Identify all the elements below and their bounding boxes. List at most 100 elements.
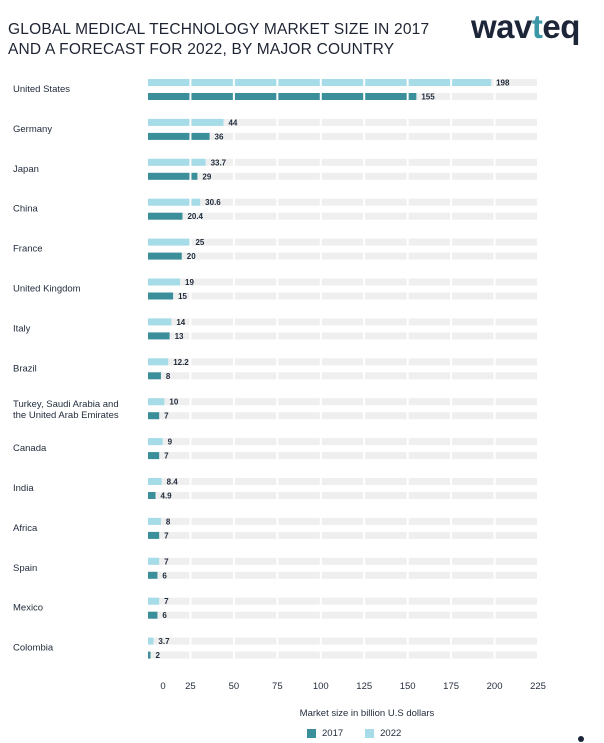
grid-cell: [148, 611, 190, 619]
grid-cell: [278, 651, 320, 659]
grid-cell: [452, 132, 494, 140]
grid-cell: [408, 93, 451, 100]
value-label-2022: 7: [164, 557, 169, 566]
grid-cell: [495, 557, 537, 565]
grid-cell: [495, 212, 537, 220]
grid-cell: [452, 438, 494, 446]
grid-cell: [495, 597, 537, 605]
grid-cell: [191, 637, 233, 645]
bar-2022-5-seg: [148, 278, 181, 286]
grid-cell: [495, 198, 537, 206]
grid-cell: [452, 531, 494, 539]
bar-2017-6-seg: [148, 332, 170, 340]
value-label-2017: 4.9: [161, 492, 173, 501]
grid-cell: [321, 238, 364, 246]
category-label: Mexico: [13, 603, 43, 614]
grid-cell: [234, 318, 277, 326]
grid-cell: [495, 478, 537, 485]
grid-cell: [452, 252, 494, 260]
category-label: Colombia: [13, 643, 54, 654]
grid-cell: [495, 637, 537, 645]
grid-cell: [234, 597, 277, 605]
bar-2022-2-seg: [148, 158, 190, 166]
grid-cell: [408, 332, 451, 340]
grid-cell: [148, 492, 190, 499]
grid-cell: [495, 412, 537, 420]
grid-cell: [452, 611, 494, 619]
grid-cell: [148, 372, 190, 380]
grid-cell: [495, 132, 537, 140]
grid-cell: [321, 292, 364, 300]
grid-cell: [452, 412, 494, 420]
grid-cell: [321, 398, 364, 406]
grid-cell: [365, 651, 407, 659]
grid-cell: [408, 118, 451, 126]
grid-cell: [234, 158, 277, 166]
grid-cell: [191, 292, 233, 300]
grid-cell: [278, 278, 320, 286]
grid-cell: [321, 478, 364, 485]
grid-cell: [408, 651, 451, 659]
grid-cell: [234, 412, 277, 420]
grid-cell: [408, 318, 451, 326]
bar-2017-11-seg: [148, 531, 160, 539]
grid-cell: [278, 132, 320, 140]
grid-cell: [234, 198, 277, 206]
value-label-2017: 29: [202, 172, 211, 181]
legend-item-2017: 2017: [307, 728, 343, 739]
grid-cell: [321, 571, 364, 579]
bar-2017-2-seg: [148, 172, 190, 180]
x-tick-label: 75: [272, 681, 283, 692]
grid-cell: [148, 557, 190, 565]
grid-cell: [321, 651, 364, 659]
grid-cell: [191, 611, 233, 619]
grid-cell: [191, 438, 233, 446]
grid-cell: [278, 478, 320, 485]
bar-2017-7-seg: [148, 372, 161, 380]
grid-cell: [321, 438, 364, 446]
grid-cell: [321, 198, 364, 206]
value-label-2017: 15: [178, 292, 187, 301]
grid-cell: [365, 531, 407, 539]
bar-2022-2-seg: [191, 158, 206, 166]
value-label-2017: 7: [164, 531, 169, 540]
legend-label-2022: 2022: [380, 728, 402, 739]
chart-title-line-1: GLOBAL MEDICAL TECHNOLOGY MARKET SIZE IN…: [8, 21, 430, 38]
grid-cell: [495, 492, 537, 499]
x-tick-label: 100: [313, 681, 329, 692]
bar-2022-0-seg: [234, 79, 277, 86]
grid-cell: [321, 412, 364, 420]
grid-cell: [191, 571, 233, 579]
grid-cell: [495, 238, 537, 246]
bar-2022-4-seg: [148, 238, 190, 246]
grid-cell: [148, 531, 190, 539]
grid-cell: [452, 637, 494, 645]
grid-cell: [191, 212, 233, 220]
grid-cell: [234, 172, 277, 180]
value-label-2017: 2: [155, 651, 160, 660]
grid-cell: [278, 571, 320, 579]
grid-cell: [408, 478, 451, 485]
bar-2017-5-seg: [148, 292, 174, 300]
x-tick-label: 200: [487, 681, 503, 692]
grid-cell: [234, 252, 277, 260]
grid-cell: [234, 292, 277, 300]
grid-cell: [452, 238, 494, 246]
grid-cell: [278, 198, 320, 206]
grid-cell: [365, 318, 407, 326]
category-label: Canada: [13, 443, 47, 454]
grid-cell: [452, 318, 494, 326]
grid-cell: [234, 278, 277, 286]
grid-cell: [234, 611, 277, 619]
x-tick-label: 125: [356, 681, 372, 692]
grid-cell: [234, 492, 277, 499]
grid-cell: [495, 318, 537, 326]
grid-cell: [148, 597, 190, 605]
grid-cell: [321, 278, 364, 286]
grid-cell: [365, 557, 407, 565]
category-label: Japan: [13, 164, 39, 175]
grid-cell: [321, 611, 364, 619]
grid-cell: [452, 292, 494, 300]
category-label: Italy: [13, 323, 31, 334]
grid-cell: [234, 517, 277, 525]
